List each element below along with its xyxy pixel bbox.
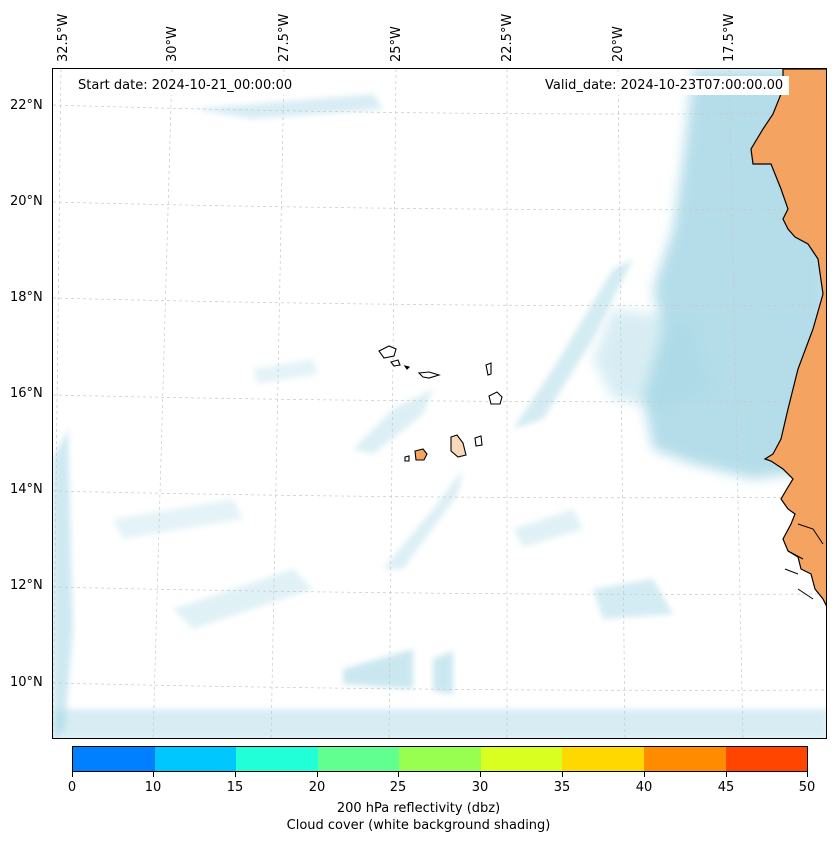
island-boa-vista (488, 391, 503, 405)
cloud-band-north (193, 94, 383, 119)
cloud-band-diagonal-3 (383, 469, 463, 569)
colorbar-tick (807, 772, 808, 777)
lat-line-12n (53, 586, 826, 595)
colorbar-title: 200 hPa reflectivity (dbz) (336, 801, 501, 816)
lon-label-17-5w: 17.5°W (722, 13, 737, 62)
island-sao-vicente (390, 359, 401, 367)
lat-label-18n: 18°N (10, 290, 43, 305)
lat-label-22n: 22°N (10, 98, 43, 113)
graticule (53, 69, 826, 738)
cloud-patch-south-west (173, 569, 313, 629)
cloud-band-bottom (53, 709, 826, 738)
lat-label-14n: 14°N (10, 482, 43, 497)
lon-label-22-5w: 22.5°W (500, 13, 515, 62)
cloud-patch-mid-2 (253, 359, 318, 384)
island-fogo (414, 448, 428, 461)
cloud-patch-bottom-2 (433, 651, 453, 694)
colorbar (72, 746, 808, 772)
cloud-patch-mid-3 (513, 509, 583, 547)
cape-verde-islands (378, 345, 503, 462)
colorbar-tick-label: 10 (144, 780, 162, 795)
island-santo-antao (378, 345, 397, 359)
island-maio (474, 435, 483, 447)
lat-label-12n: 12°N (10, 578, 43, 593)
colorbar-segment (725, 747, 808, 771)
africa-mainland (750, 69, 826, 607)
colorbar-segment (73, 747, 155, 771)
lon-label-20w: 20°W (611, 26, 626, 62)
lon-line-25w (388, 69, 397, 738)
map-panel (52, 68, 827, 739)
lon-label-30w: 30°W (165, 26, 180, 62)
island-brava (404, 455, 410, 462)
colorbar-tick (644, 772, 645, 777)
lat-label-16n: 16°N (10, 386, 43, 401)
colorbar-segment (317, 747, 400, 771)
lat-label-10n: 10°N (10, 675, 43, 690)
lon-label-25w: 25°W (389, 26, 404, 62)
cloud-cover-layer (53, 69, 826, 738)
colorbar-tick-label: 40 (635, 780, 653, 795)
colorbar-tick (726, 772, 727, 777)
cloud-band-diagonal-1 (513, 259, 633, 429)
lon-label-32-5w: 32.5°W (56, 13, 71, 62)
lon-line-27-5w (270, 69, 285, 738)
lon-label-27-5w: 27.5°W (277, 13, 292, 62)
colorbar-tick (317, 772, 318, 777)
lat-line-14n (53, 490, 826, 499)
island-sal (485, 362, 492, 376)
cloud-patch-bottom-3 (593, 579, 673, 619)
lon-line-20w (617, 69, 626, 738)
colorbar-tick (562, 772, 563, 777)
cloud-band-diagonal-2 (353, 389, 433, 454)
colorbar-subtitle: Cloud cover (white background shading) (286, 818, 551, 833)
lon-line-17-5w (728, 69, 744, 738)
colorbar-tick-label: 15 (226, 780, 244, 795)
colorbar-tick-label: 20 (308, 780, 326, 795)
island-santa-luzia (403, 365, 411, 370)
lat-label-20n: 20°N (10, 194, 43, 209)
colorbar-segment (562, 747, 644, 771)
lon-line-30w (152, 69, 173, 738)
colorbar-tick-label: 50 (798, 780, 816, 795)
colorbar-tick-label: 45 (717, 780, 735, 795)
colorbar-tick (72, 772, 73, 777)
cloud-band-left (53, 429, 73, 738)
start-date-label: Start date: 2024-10-21_00:00:00 (72, 76, 299, 95)
cloud-patch-mid-1 (113, 499, 243, 539)
colorbar-segment (236, 747, 318, 771)
colorbar-segment (643, 747, 726, 771)
colorbar-segment (399, 747, 481, 771)
colorbar-segment (154, 747, 237, 771)
cloud-band-east-2 (593, 309, 713, 409)
colorbar-tick (235, 772, 236, 777)
island-sao-nicolau (417, 371, 441, 379)
colorbar-tick-label: 25 (389, 780, 407, 795)
colorbar-tick-label: 0 (67, 780, 77, 795)
colorbar-tick (480, 772, 481, 777)
valid-date-label: Valid_date: 2024-10-23T07:00:00.00 (539, 76, 790, 95)
cloud-patch-bottom-1 (343, 649, 413, 689)
colorbar-segment (480, 747, 563, 771)
lon-line-32-5w (53, 69, 62, 738)
colorbar-tick (398, 772, 399, 777)
colorbar-tick-label: 30 (471, 780, 489, 795)
colorbar-tick-label: 35 (553, 780, 571, 795)
map-canvas (53, 69, 826, 738)
africa-coast-inland (784, 523, 824, 600)
island-santiago (450, 434, 467, 458)
colorbar-tick (153, 772, 154, 777)
